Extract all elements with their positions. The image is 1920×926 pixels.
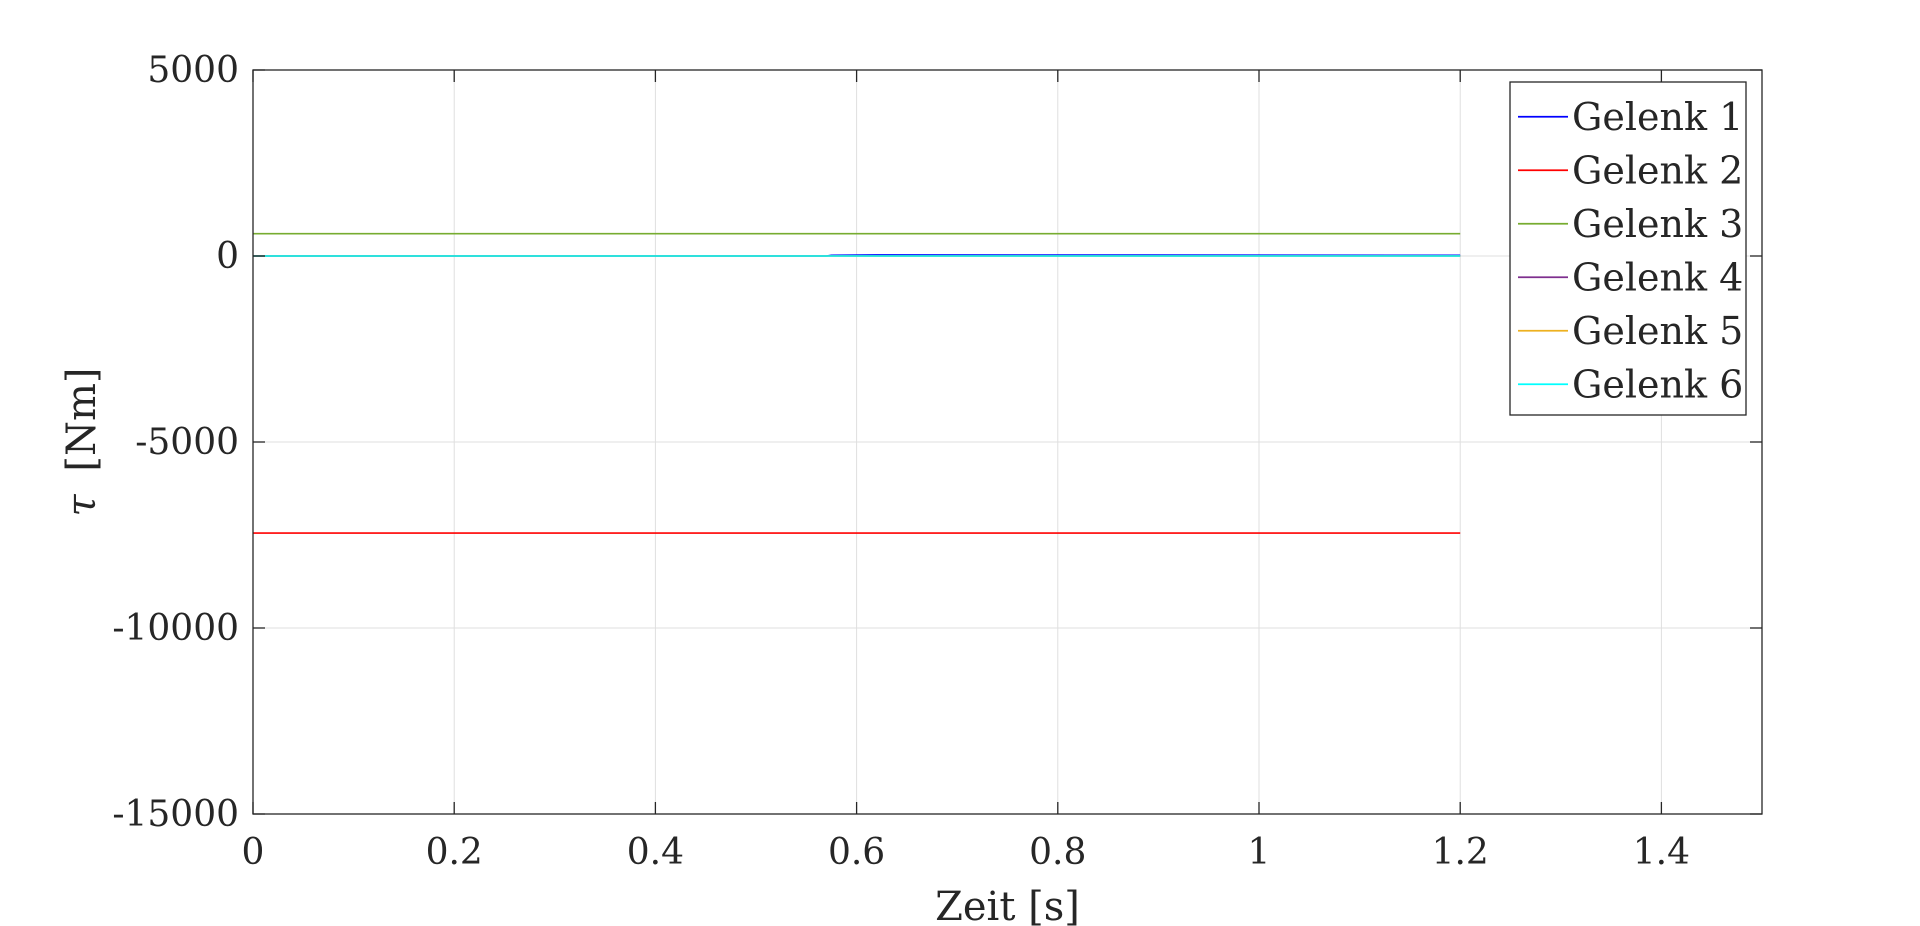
x-tick-label: 1.4 — [1633, 832, 1690, 873]
legend-entry-label: Gelenk 5 — [1572, 309, 1743, 353]
legend-entry-label: Gelenk 4 — [1572, 255, 1743, 299]
y-axis-label: τ [Nm] — [59, 368, 105, 517]
x-tick-label: 0 — [242, 832, 265, 873]
y-tick-label: -15000 — [112, 794, 239, 835]
y-tick-label: -5000 — [135, 422, 239, 463]
x-tick-label: 0.8 — [1029, 832, 1086, 873]
legend-entry-label: Gelenk 3 — [1572, 202, 1743, 246]
y-tick-label: -10000 — [112, 608, 239, 649]
x-tick-label: 1.2 — [1432, 832, 1489, 873]
y-axis-unit: [Nm] — [59, 368, 105, 472]
data-series — [253, 232, 1461, 534]
axis-ticks: 0 0.2 0.4 0.6 0.8 1 1.2 1.4 5000 0 -5000 -10000 -150… — [112, 50, 1762, 873]
legend-box — [1509, 81, 1747, 416]
x-tick-label: 0.4 — [627, 832, 684, 873]
legend-entry-label: Gelenk 6 — [1572, 362, 1743, 406]
x-tick-label: 0.6 — [828, 832, 885, 873]
x-tick-label: 0.2 — [426, 832, 483, 873]
y-tick-label: 5000 — [147, 50, 239, 91]
y-tick-label: 0 — [216, 236, 239, 277]
x-tick-label: 1 — [1248, 832, 1271, 873]
x-axis-label: Zeit [s] — [935, 884, 1080, 926]
legend: Gelenk 1 Gelenk 2 Gelenk 3 Gelenk 4 Gelenk 5… — [1509, 81, 1747, 416]
y-axis-symbol: τ — [59, 494, 105, 517]
legend-entry-label: Gelenk 2 — [1572, 148, 1743, 192]
legend-entry-label: Gelenk 1 — [1572, 95, 1743, 139]
